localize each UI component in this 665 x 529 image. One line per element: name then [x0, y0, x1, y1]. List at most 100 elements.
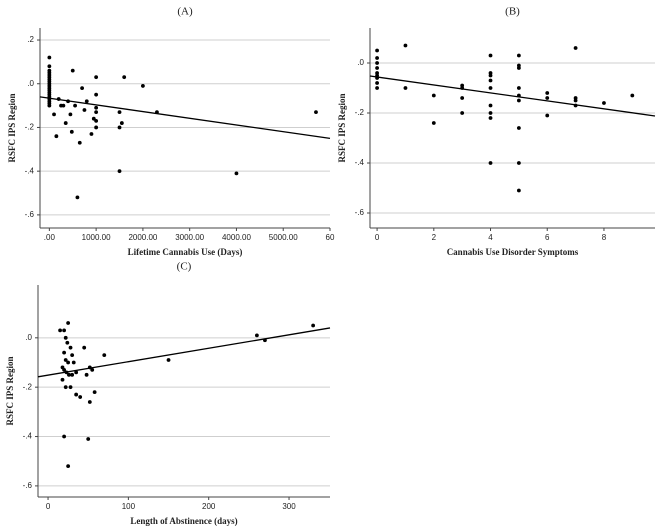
point: [68, 345, 73, 350]
y-tick-label: -.4: [23, 432, 33, 441]
point: [63, 121, 68, 125]
point: [311, 323, 316, 328]
point: [488, 78, 493, 83]
y-axis-label: RSFC IPS Region: [337, 93, 347, 162]
point: [488, 86, 493, 90]
panel-title: (A): [177, 6, 193, 18]
x-tick-label: 200: [202, 502, 216, 511]
point: [47, 64, 52, 69]
point: [314, 110, 318, 115]
point: [488, 73, 493, 78]
point: [102, 353, 107, 357]
point: [80, 86, 84, 91]
point: [545, 96, 550, 100]
y-tick-label: -.2: [355, 108, 365, 117]
panel-title: (C): [177, 261, 192, 273]
point: [403, 43, 408, 48]
x-tick-label: 8: [602, 233, 607, 242]
point: [516, 53, 521, 58]
point: [516, 161, 521, 165]
x-tick-label: 4: [488, 233, 493, 242]
y-axis-label: RSFC IPS Region: [5, 356, 15, 425]
point: [69, 129, 74, 134]
point: [68, 112, 73, 117]
point: [573, 46, 578, 50]
y-tick-label: -.2: [25, 123, 35, 132]
point: [602, 101, 606, 105]
point: [573, 98, 578, 103]
point: [94, 92, 99, 97]
trend-line: [37, 327, 331, 378]
x-tick-label: 2000.00: [128, 233, 157, 242]
y-tick-label: -.4: [25, 166, 35, 175]
point: [488, 161, 493, 165]
point: [82, 345, 87, 350]
point: [66, 321, 71, 325]
x-axis-label: Length of Abstinence (days): [130, 516, 237, 526]
y-tick-label: -.2: [23, 382, 33, 391]
point: [630, 93, 635, 98]
point: [89, 132, 94, 136]
x-tick-label: 60: [326, 233, 335, 242]
point: [117, 125, 122, 130]
point: [70, 68, 75, 73]
point: [117, 110, 122, 115]
point: [90, 367, 95, 372]
y-tick-label: -.4: [355, 158, 365, 167]
trend-line: [39, 96, 331, 140]
point: [166, 358, 171, 362]
point: [488, 53, 493, 58]
point: [94, 110, 99, 115]
point: [516, 98, 521, 103]
point: [117, 169, 122, 174]
point: [67, 372, 71, 377]
point: [516, 86, 521, 90]
point: [94, 75, 99, 80]
x-tick-label: 4000.00: [222, 233, 251, 242]
point: [70, 372, 75, 377]
point: [375, 61, 379, 65]
point: [58, 328, 62, 333]
point: [74, 370, 79, 375]
point: [431, 93, 436, 98]
point: [94, 118, 99, 123]
point: [54, 134, 59, 139]
x-tick-label: 6: [545, 233, 550, 242]
y-tick-label: .2: [27, 35, 34, 44]
point: [488, 103, 493, 108]
point: [70, 353, 75, 357]
point: [61, 103, 66, 108]
point: [545, 113, 550, 118]
point: [71, 360, 76, 365]
point: [460, 111, 465, 115]
y-tick-label: .0: [27, 79, 34, 88]
point: [375, 66, 379, 70]
point: [47, 103, 52, 108]
point: [375, 56, 379, 60]
point: [84, 99, 89, 104]
y-tick-label: -.6: [25, 210, 35, 219]
point: [516, 188, 521, 193]
point: [66, 464, 71, 469]
point: [403, 86, 408, 90]
x-tick-label: 3000.00: [175, 233, 204, 242]
point: [62, 434, 67, 439]
point: [74, 392, 79, 397]
point: [66, 360, 71, 365]
point: [87, 400, 92, 404]
point: [516, 66, 521, 70]
point: [68, 385, 73, 390]
x-axis-label: Cannabis Use Disorder Symptoms: [447, 247, 579, 257]
point: [375, 86, 379, 90]
point: [52, 112, 56, 117]
x-tick-label: 5000.00: [269, 233, 298, 242]
point: [73, 103, 77, 108]
point: [63, 385, 68, 390]
point: [77, 140, 82, 145]
point: [431, 121, 436, 125]
point: [75, 195, 80, 200]
point: [63, 335, 68, 340]
point: [94, 125, 99, 130]
point: [141, 84, 145, 88]
point: [47, 55, 52, 60]
